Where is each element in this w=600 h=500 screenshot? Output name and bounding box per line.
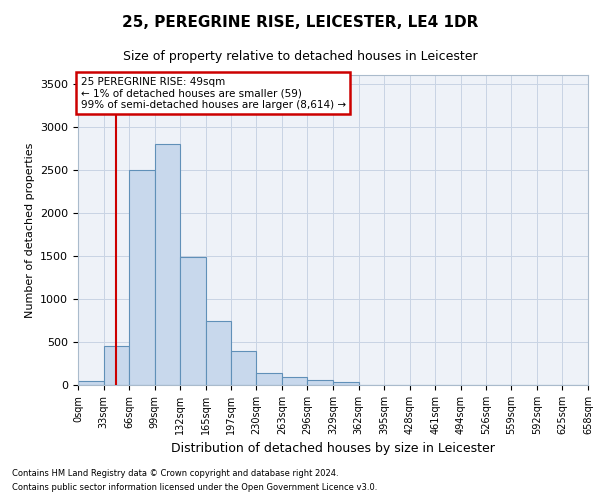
Text: Contains public sector information licensed under the Open Government Licence v3: Contains public sector information licen…	[12, 484, 377, 492]
Bar	[155, 144, 181, 385]
Text: Contains HM Land Registry data © Crown copyright and database right 2024.: Contains HM Land Registry data © Crown c…	[12, 468, 338, 477]
X-axis label: Distribution of detached houses by size in Leicester: Distribution of detached houses by size …	[171, 442, 495, 456]
Bar	[333, 382, 359, 385]
Bar	[181, 256, 206, 385]
Bar	[78, 380, 104, 385]
Bar	[104, 346, 129, 385]
Y-axis label: Number of detached properties: Number of detached properties	[25, 142, 35, 318]
Text: 25 PEREGRINE RISE: 49sqm
← 1% of detached houses are smaller (59)
99% of semi-de: 25 PEREGRINE RISE: 49sqm ← 1% of detache…	[80, 76, 346, 110]
Bar	[206, 322, 232, 385]
Bar	[230, 352, 256, 385]
Text: 25, PEREGRINE RISE, LEICESTER, LE4 1DR: 25, PEREGRINE RISE, LEICESTER, LE4 1DR	[122, 15, 478, 30]
Bar	[282, 378, 307, 385]
Bar	[256, 373, 282, 385]
Bar	[307, 380, 333, 385]
Bar	[129, 170, 155, 385]
Text: Size of property relative to detached houses in Leicester: Size of property relative to detached ho…	[122, 50, 478, 63]
